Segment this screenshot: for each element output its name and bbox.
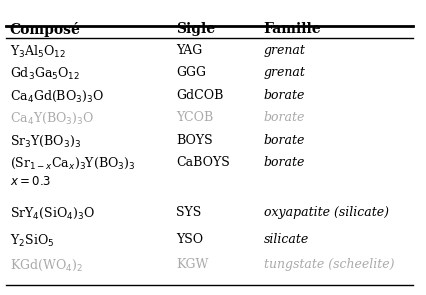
Text: Y$_2$SiO$_5$: Y$_2$SiO$_5$	[10, 233, 54, 249]
Text: YAG: YAG	[176, 44, 202, 57]
Text: borate: borate	[263, 111, 304, 124]
Text: YCOB: YCOB	[176, 111, 213, 124]
Text: grenat: grenat	[263, 44, 305, 57]
Text: oxyapatite (silicate): oxyapatite (silicate)	[263, 206, 388, 219]
Text: $x = 0.3$: $x = 0.3$	[10, 176, 51, 189]
Text: tungstate (scheelite): tungstate (scheelite)	[263, 258, 393, 271]
Text: (Sr$_{1-x}$Ca$_x$)$_3$Y(BO$_3$)$_3$: (Sr$_{1-x}$Ca$_x$)$_3$Y(BO$_3$)$_3$	[10, 156, 135, 171]
Text: borate: borate	[263, 156, 304, 169]
Text: borate: borate	[263, 89, 304, 102]
Text: silicate: silicate	[263, 233, 308, 246]
Text: Famille: Famille	[263, 22, 320, 36]
Text: Ca$_4$Gd(BO$_3$)$_3$O: Ca$_4$Gd(BO$_3$)$_3$O	[10, 89, 104, 104]
Text: GGG: GGG	[176, 66, 206, 79]
Text: KGd(WO$_4$)$_2$: KGd(WO$_4$)$_2$	[10, 258, 83, 273]
Text: YSO: YSO	[176, 233, 203, 246]
Text: SrY$_4$(SiO$_4$)$_3$O: SrY$_4$(SiO$_4$)$_3$O	[10, 206, 95, 221]
Text: Composé: Composé	[10, 22, 81, 37]
Text: Gd$_3$Ga$_5$O$_{12}$: Gd$_3$Ga$_5$O$_{12}$	[10, 66, 80, 82]
Text: CaBOYS: CaBOYS	[176, 156, 229, 169]
Text: Sigle: Sigle	[176, 22, 215, 36]
Text: Y$_3$Al$_5$O$_{12}$: Y$_3$Al$_5$O$_{12}$	[10, 44, 66, 60]
Text: grenat: grenat	[263, 66, 305, 79]
Text: KGW: KGW	[176, 258, 208, 271]
Text: borate: borate	[263, 134, 304, 147]
Text: GdCOB: GdCOB	[176, 89, 223, 102]
Text: SYS: SYS	[176, 206, 201, 219]
Text: Ca$_4$Y(BO$_3$)$_3$O: Ca$_4$Y(BO$_3$)$_3$O	[10, 111, 94, 127]
Text: BOYS: BOYS	[176, 134, 212, 147]
Text: Sr$_3$Y(BO$_3$)$_3$: Sr$_3$Y(BO$_3$)$_3$	[10, 134, 81, 149]
